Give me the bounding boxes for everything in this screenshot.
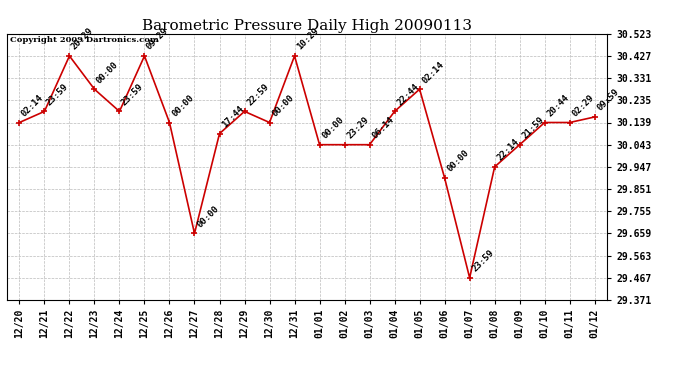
Text: 10:29: 10:29 xyxy=(295,26,320,52)
Text: 20:29: 20:29 xyxy=(70,26,95,52)
Text: Copyright 2009 Dartronics.com: Copyright 2009 Dartronics.com xyxy=(10,36,159,44)
Text: 23:29: 23:29 xyxy=(345,115,371,141)
Text: 23:59: 23:59 xyxy=(120,82,146,107)
Text: 20:44: 20:44 xyxy=(545,93,571,118)
Text: 21:59: 21:59 xyxy=(520,115,546,141)
Text: 02:14: 02:14 xyxy=(420,60,446,85)
Text: 00:00: 00:00 xyxy=(320,115,346,141)
Text: 02:14: 02:14 xyxy=(20,93,46,118)
Text: 17:44: 17:44 xyxy=(220,104,246,129)
Text: 02:29: 02:29 xyxy=(570,93,595,118)
Title: Barometric Pressure Daily High 20090113: Barometric Pressure Daily High 20090113 xyxy=(142,19,472,33)
Text: 06:14: 06:14 xyxy=(370,115,395,141)
Text: 00:00: 00:00 xyxy=(170,93,195,118)
Text: 09:59: 09:59 xyxy=(595,87,620,113)
Text: 00:00: 00:00 xyxy=(445,148,471,174)
Text: 00:00: 00:00 xyxy=(195,204,220,229)
Text: 00:00: 00:00 xyxy=(270,93,295,118)
Text: 23:59: 23:59 xyxy=(470,248,495,274)
Text: 22:14: 22:14 xyxy=(495,137,520,163)
Text: 23:59: 23:59 xyxy=(45,82,70,107)
Text: 22:59: 22:59 xyxy=(245,82,270,107)
Text: 22:44: 22:44 xyxy=(395,82,420,107)
Text: 09:29: 09:29 xyxy=(145,26,170,52)
Text: 00:00: 00:00 xyxy=(95,60,120,85)
